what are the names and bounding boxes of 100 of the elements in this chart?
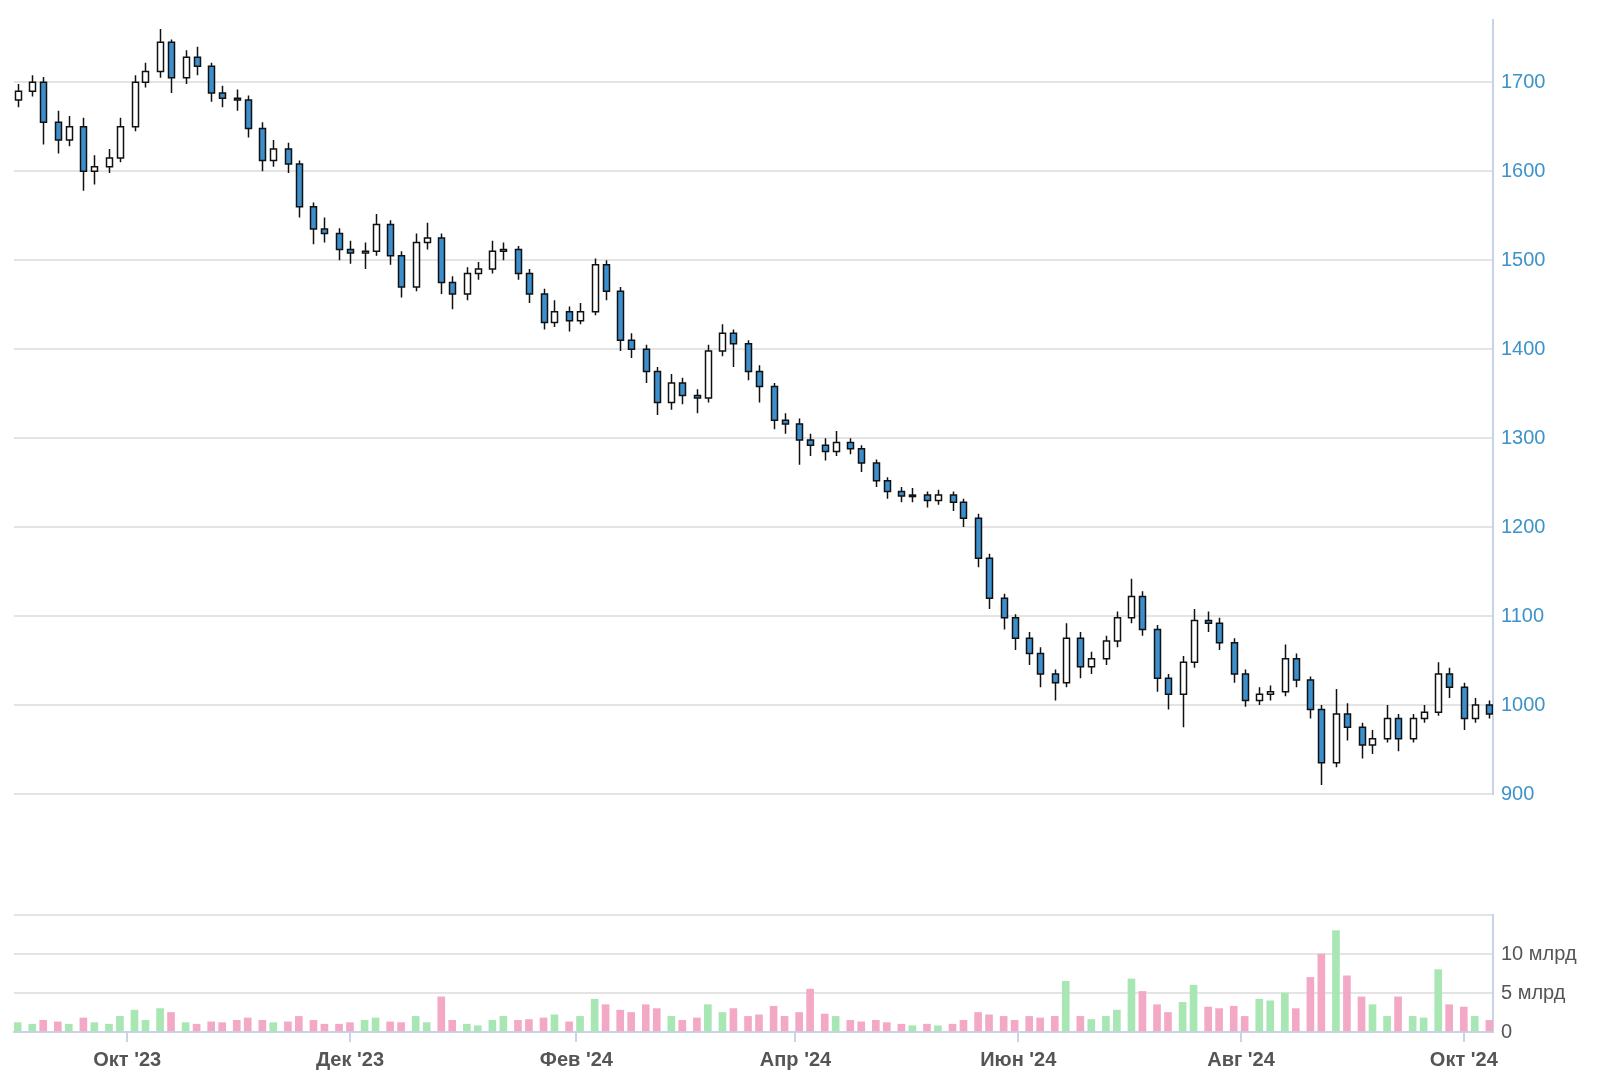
bar xyxy=(437,996,446,1032)
bar xyxy=(872,1019,880,1032)
bar xyxy=(678,1019,687,1032)
bar xyxy=(514,1019,522,1032)
bar xyxy=(1229,1005,1238,1032)
bar xyxy=(295,1016,303,1032)
x-tick-label: Июн '24 xyxy=(980,1047,1058,1070)
bar xyxy=(90,1022,99,1032)
bar xyxy=(1178,1002,1187,1032)
bar xyxy=(755,1014,763,1032)
bar xyxy=(934,1025,942,1032)
bar xyxy=(1215,1008,1223,1032)
bar xyxy=(1240,1016,1249,1032)
bar xyxy=(1291,1008,1300,1032)
bar xyxy=(652,1008,661,1032)
bar xyxy=(156,1008,164,1032)
bar xyxy=(1408,1016,1417,1032)
bar xyxy=(397,1022,405,1032)
bar xyxy=(499,1016,508,1032)
bar xyxy=(1383,1016,1391,1032)
y-tick-label: 1600 xyxy=(1501,158,1546,181)
bar xyxy=(1153,1004,1161,1032)
bar xyxy=(1281,992,1289,1032)
x-tick-label: Апр '24 xyxy=(759,1047,833,1070)
bar xyxy=(181,1022,190,1032)
bar xyxy=(1332,930,1340,1032)
bar xyxy=(718,1012,727,1032)
bar xyxy=(704,1004,712,1032)
y-tick-label: 10 млрд xyxy=(1501,941,1577,964)
bar xyxy=(39,1019,48,1032)
bar xyxy=(1255,998,1264,1032)
bar xyxy=(1317,953,1326,1032)
bar xyxy=(105,1023,113,1032)
bar xyxy=(448,1019,457,1032)
bar xyxy=(1434,969,1443,1032)
y-tick-label: 0 xyxy=(1501,1019,1513,1042)
bar xyxy=(795,1012,803,1032)
bar xyxy=(1306,977,1315,1032)
bar xyxy=(1204,1006,1212,1032)
bar xyxy=(167,1012,175,1032)
bar xyxy=(565,1021,573,1032)
bar xyxy=(627,1012,635,1032)
bar xyxy=(1445,1004,1454,1032)
bar xyxy=(923,1023,931,1032)
bar xyxy=(1394,996,1402,1032)
bar xyxy=(908,1025,917,1032)
x-tick-label: Окт '23 xyxy=(93,1047,162,1070)
bar xyxy=(207,1021,216,1032)
bar xyxy=(1368,1004,1377,1032)
bar xyxy=(411,1016,420,1032)
bar xyxy=(1036,1017,1044,1032)
x-tick-label: Окт '24 xyxy=(1429,1047,1499,1070)
bar xyxy=(1025,1016,1034,1032)
bar xyxy=(218,1022,226,1032)
y-tick-label: 1100 xyxy=(1501,603,1545,626)
bar xyxy=(284,1021,292,1032)
bar xyxy=(463,1023,471,1032)
bar xyxy=(1076,1016,1085,1032)
bar xyxy=(806,988,814,1032)
bar xyxy=(1050,1016,1059,1032)
bar xyxy=(1127,978,1136,1032)
bar xyxy=(846,1019,855,1032)
bar xyxy=(1266,1000,1275,1032)
bar xyxy=(243,1017,252,1032)
bar xyxy=(386,1021,394,1032)
bar xyxy=(269,1022,278,1032)
y-tick-label: 1300 xyxy=(1501,425,1546,448)
bar xyxy=(999,1016,1008,1032)
bar xyxy=(1343,975,1351,1032)
bar xyxy=(769,1005,778,1032)
bar xyxy=(641,1004,650,1032)
bar xyxy=(1485,1019,1493,1032)
y-tick-label: 5 млрд xyxy=(1501,980,1566,1003)
y-tick-label: 900 xyxy=(1501,781,1535,804)
bar xyxy=(525,1019,533,1032)
bar xyxy=(64,1023,73,1032)
bar xyxy=(346,1022,354,1032)
bar xyxy=(1189,984,1198,1032)
x-tick-label: Дек '23 xyxy=(315,1047,385,1070)
bar xyxy=(1459,1006,1468,1032)
bar xyxy=(422,1022,431,1032)
bar xyxy=(1087,1019,1096,1032)
bar xyxy=(116,1016,124,1032)
bar xyxy=(974,1012,982,1032)
bar xyxy=(28,1023,37,1032)
bar xyxy=(1138,991,1147,1032)
bar xyxy=(576,1016,584,1032)
bar xyxy=(335,1023,343,1032)
bar xyxy=(53,1021,62,1032)
bar xyxy=(1061,980,1070,1032)
bar xyxy=(831,1016,840,1032)
bar xyxy=(590,998,599,1032)
y-tick-label: 1700 xyxy=(1501,69,1546,92)
y-tick-label: 1500 xyxy=(1501,247,1546,270)
bar xyxy=(780,1016,789,1032)
bar xyxy=(882,1022,891,1032)
bar xyxy=(667,1016,676,1032)
x-tick-label: Фев '24 xyxy=(539,1047,614,1070)
bar xyxy=(985,1014,993,1032)
y-tick-label: 1000 xyxy=(1501,692,1546,715)
